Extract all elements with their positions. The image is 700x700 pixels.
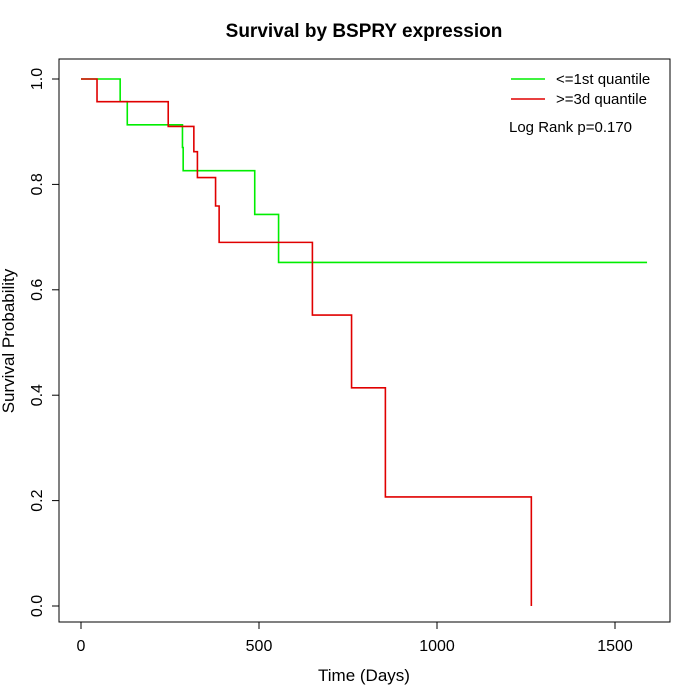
y-axis-label: Survival Probability — [0, 268, 18, 413]
y-tick-label: 0.4 — [29, 384, 46, 406]
y-axis: 0.0 0.2 0.4 0.6 0.8 1.0 — [29, 68, 60, 617]
legend: <=1st quantile >=3d quantile — [511, 71, 650, 108]
log-rank-annotation: Log Rank p=0.170 — [509, 119, 632, 136]
plot-frame — [58, 58, 671, 623]
x-axis: 0 500 1000 1500 — [77, 621, 633, 655]
x-tick-label: 500 — [246, 638, 273, 655]
y-tick-label: 0.6 — [29, 279, 46, 301]
x-axis-label: Time (Days) — [318, 666, 410, 685]
chart-title: Survival by BSPRY expression — [226, 21, 503, 42]
legend-label-2: >=3d quantile — [556, 91, 647, 108]
series-layer — [81, 78, 648, 606]
series-line-2 — [81, 78, 533, 606]
y-tick-label: 0.0 — [29, 595, 46, 617]
y-tick-label: 1.0 — [29, 68, 46, 90]
x-tick-label: 1000 — [419, 638, 455, 655]
x-tick-label: 0 — [77, 638, 86, 655]
y-tick-label: 0.2 — [29, 489, 46, 511]
legend-label-1: <=1st quantile — [556, 71, 650, 88]
x-tick-label: 1500 — [597, 638, 633, 655]
y-tick-label: 0.8 — [29, 173, 46, 195]
